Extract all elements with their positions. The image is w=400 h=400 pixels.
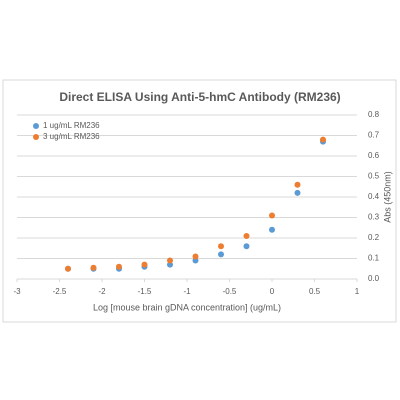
x-tick-label: -2.5 [53,287,67,296]
data-point [141,261,148,268]
y-axis-label: Abs (450nm) [382,171,392,223]
x-tick-label: 0 [270,287,275,296]
chart-frame [2,79,397,323]
x-tick-label: -1 [183,287,191,296]
data-point [320,136,326,143]
data-point [218,243,224,250]
x-tick-label: 1 [355,287,360,296]
y-tick-label: 0.3 [368,213,380,222]
y-tick-label: 0.0 [368,274,380,283]
x-tick-label: -2 [98,287,106,296]
chart-title: Direct ELISA Using Anti-5-hmC Antibody (… [59,90,340,104]
y-tick-label: 0.5 [368,172,380,181]
x-tick-label: -1.5 [138,287,152,296]
y-tick-label: 0.4 [368,192,380,201]
data-point [116,263,122,270]
data-point [269,212,275,219]
data-point [243,243,250,250]
x-axis-label: Log [mouse brain gDNA concentration] (ug… [93,302,281,312]
y-tick-label: 0.2 [368,233,380,242]
data-point [269,226,275,233]
data-point [218,251,224,258]
data-point [192,257,199,264]
x-tick-label: -0.5 [223,287,237,296]
data-point [294,189,301,196]
y-tick-label: 0.6 [368,151,380,160]
legend-marker [33,134,39,140]
legend-label: 1 ug/mL RM236 [43,121,100,130]
data-point [192,253,199,260]
data-point [243,232,250,239]
x-tick-label: -3 [13,287,21,296]
data-point [167,257,173,264]
legend-marker [33,123,39,129]
data-point [294,181,301,188]
x-tick-label: 0.5 [309,287,321,296]
y-tick-label: 0.7 [368,131,380,140]
data-point [167,261,173,268]
y-tick-label: 0.1 [368,254,380,263]
data-point [65,265,71,272]
y-tick-label: 0.8 [368,110,380,119]
data-point [90,264,97,271]
legend-label: 3 ug/mL RM236 [43,132,100,141]
